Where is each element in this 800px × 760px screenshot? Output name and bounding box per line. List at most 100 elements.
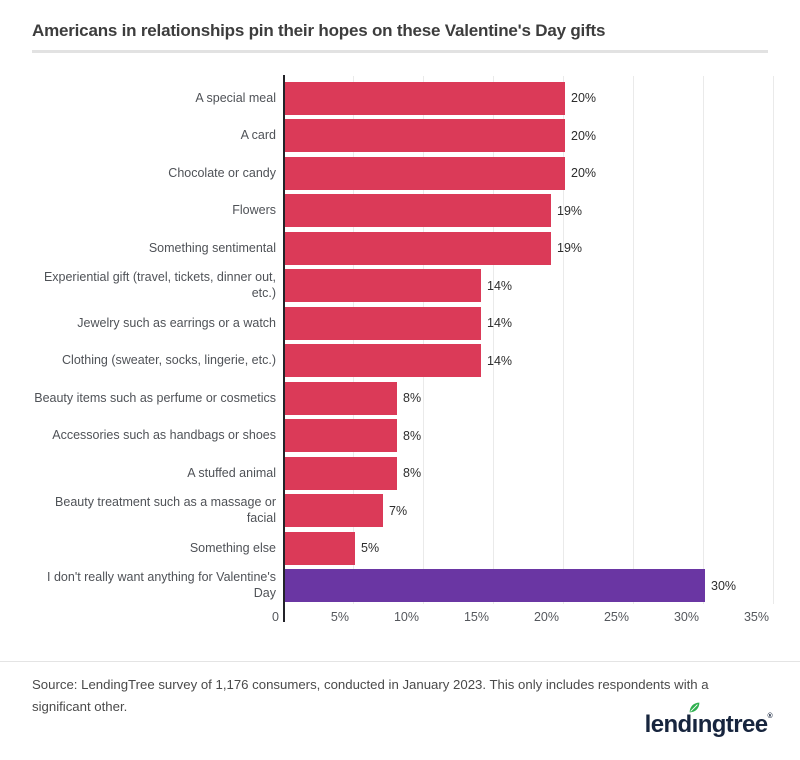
chart-row: Flowers 19% [32,192,784,230]
logo-i: ı [689,702,699,740]
chart-row: Jewelry such as earrings or a watch 14% [32,304,784,342]
category-label: Chocolate or candy [168,165,276,180]
source-note: Source: LendingTree survey of 1,176 cons… [32,677,709,714]
registered-mark: ® [767,713,772,720]
value-label: 20% [571,91,597,106]
chart-row: Experiential gift (travel, tickets, dinn… [32,267,784,305]
value-label: 20% [571,166,597,181]
footer-divider [0,661,800,663]
bar [285,119,565,153]
category-label: Beauty items such as perfume or cosmetic… [34,390,276,405]
bar [285,269,481,303]
category-label: Clothing (sweater, socks, lingerie, etc.… [62,353,276,368]
bar-area: 14% [285,267,784,305]
gridline [773,76,774,605]
x-axis: 0 5% 10% 15% 20% 25% 30% 35% [32,604,784,630]
y-axis-line [283,75,285,623]
bar-area: 8% [285,379,784,417]
x-axis-tick: 15% [463,610,489,625]
bar [285,156,565,190]
chart-row: A card 20% [32,117,784,155]
bar-area: 19% [285,229,784,267]
chart-row: Clothing (sweater, socks, lingerie, etc.… [32,342,784,380]
bar [285,569,705,603]
x-axis-tick: 25% [603,610,629,625]
category-label: Flowers [232,203,276,218]
chart-row: Chocolate or candy 20% [32,154,784,192]
bar [285,344,481,378]
header: Americans in relationships pin their hop… [0,0,800,54]
category-label: A card [240,128,276,143]
logo-part2: ngtree [697,711,768,738]
x-axis-tick: 10% [393,610,419,625]
value-label: 14% [487,316,513,331]
logo-dotless-i: ı [691,711,699,738]
bar [285,419,397,453]
lendingtree-logo: lend ıngtree® [644,702,773,740]
chart-row: Something else 5% [32,529,784,567]
bar [285,381,397,415]
category-label: Accessories such as handbags or shoes [52,428,276,443]
gridline [353,76,354,605]
gridline [493,76,494,605]
bar-area: 5% [285,529,784,567]
bar-area: 14% [285,342,784,380]
gridline [633,76,634,605]
gridline [703,76,704,605]
plot-area: A special meal 20% A card 20% Chocolate or c… [32,75,784,623]
category-label: A special meal [195,90,276,105]
chart-row: A stuffed animal 8% [32,454,784,492]
bar-area: 20% [285,117,784,155]
category-label: Beauty treatment such as a massage or fa… [55,495,276,525]
x-axis-tick: 5% [330,610,349,625]
value-label: 7% [389,503,408,518]
chart-title: Americans in relationships pin their hop… [32,21,606,40]
bar-area: 8% [285,417,784,455]
category-label: A stuffed animal [187,465,276,480]
x-axis-tick: 20% [533,610,559,625]
chart-row: Something sentimental 19% [32,229,784,267]
bar [285,531,355,565]
value-label: 30% [711,578,737,593]
value-label: 8% [403,428,422,443]
gridline [563,76,564,605]
value-label: 8% [403,391,422,406]
bar [285,81,565,115]
value-label: 14% [487,353,513,368]
chart-row: Accessories such as handbags or shoes 8% [32,417,784,455]
logo-part1: lend [644,711,693,738]
bar [285,306,481,340]
x-axis-tick: 30% [673,610,699,625]
bar-chart: A special meal 20% A card 20% Chocolate or c… [32,75,784,630]
category-label: Experiential gift (travel, tickets, dinn… [43,270,276,300]
bar [285,456,397,490]
bar-area: 20% [285,79,784,117]
bar-area: 7% [285,492,784,530]
logo-text: lend ıngtree® [644,702,773,740]
chart-row: Beauty treatment such as a massage or fa… [32,492,784,530]
bar-area: 30% [285,567,784,605]
x-axis-tick: 0 [272,610,279,625]
chart-row: I don't really want anything for Valenti… [32,567,784,605]
category-label: I don't really want anything for Valenti… [47,570,276,600]
value-label: 14% [487,278,513,293]
bar-area: 20% [285,154,784,192]
leaf-icon [689,702,699,713]
bar [285,494,383,528]
bar [285,194,551,228]
category-label: Something else [189,540,276,555]
value-label: 19% [557,241,583,256]
category-label: Jewelry such as earrings or a watch [77,315,276,330]
bar [285,231,551,265]
title-divider [32,50,768,54]
chart-row: Beauty items such as perfume or cosmetic… [32,379,784,417]
x-axis-tick: 35% [743,610,769,625]
value-label: 19% [557,203,583,218]
value-label: 20% [571,128,597,143]
bar-area: 19% [285,192,784,230]
value-label: 5% [361,541,380,556]
bar-area: 14% [285,304,784,342]
value-label: 8% [403,466,422,481]
category-label: Something sentimental [148,240,276,255]
